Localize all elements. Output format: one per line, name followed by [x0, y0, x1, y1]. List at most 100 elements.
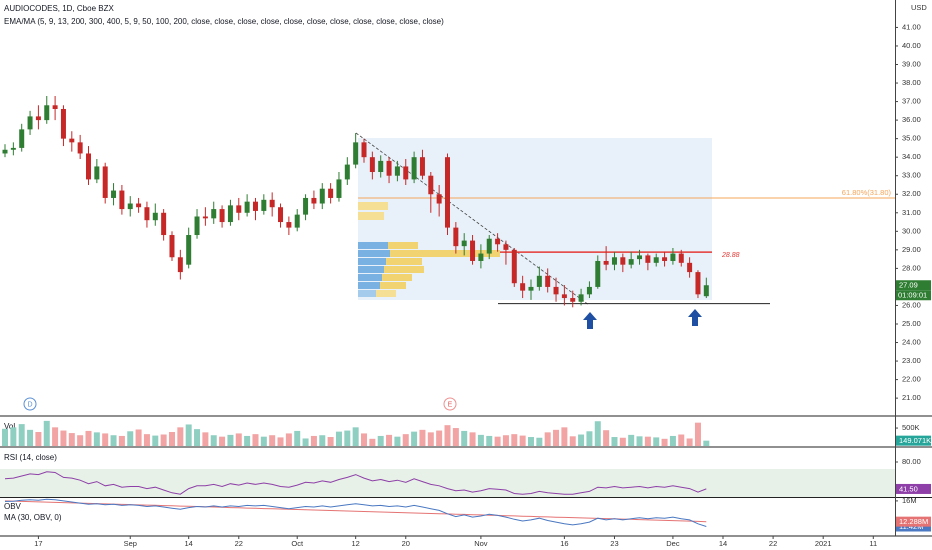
volume-bar — [85, 430, 92, 446]
profile-bar — [358, 274, 382, 281]
candle-body — [645, 255, 651, 263]
y-tick-label: 38.00 — [902, 78, 921, 87]
candle-body — [161, 212, 167, 236]
x-tick-label: 16 — [560, 539, 568, 548]
x-tick-label: 20 — [402, 539, 410, 548]
candle-body — [453, 227, 459, 247]
candle-body — [445, 157, 450, 228]
x-tick-label: 22 — [769, 539, 777, 548]
volume-bar — [210, 435, 217, 446]
volume-bar — [93, 432, 100, 446]
candle-body — [144, 207, 150, 221]
candle-body — [336, 179, 342, 198]
y-tick-label: 29.00 — [902, 245, 921, 254]
volume-bar — [628, 434, 635, 446]
candle-body — [127, 203, 133, 210]
candle-body — [219, 209, 225, 223]
candle-body — [436, 194, 442, 204]
volume-bar — [319, 435, 326, 446]
y-tick-label: 22.00 — [902, 375, 921, 384]
volume-bar — [127, 431, 134, 446]
price-label-box — [896, 435, 931, 446]
x-tick-label: Nov — [474, 539, 488, 548]
volume-bar — [110, 435, 117, 446]
candle-body — [570, 298, 576, 302]
event-marker[interactable] — [23, 397, 37, 411]
candle-body — [603, 260, 609, 265]
volume-bar — [335, 431, 342, 446]
profile-bar — [358, 250, 390, 257]
candle-body — [227, 205, 233, 223]
volume-bar — [43, 420, 50, 446]
candle-body — [169, 235, 175, 258]
volume-bar — [35, 432, 42, 446]
candle-body — [27, 116, 33, 130]
obv-ma-legend: MA (30, OBV, 0) — [4, 513, 62, 522]
y-tick-label: 26.00 — [902, 300, 921, 309]
volume-bar — [118, 435, 125, 446]
y-tick-label: 31.00 — [902, 208, 921, 217]
y-tick-label: 28.00 — [902, 263, 921, 272]
volume-bar — [294, 430, 301, 446]
x-tick-label: Oct — [291, 539, 304, 548]
volume-bar — [469, 432, 476, 446]
volume-bar — [302, 438, 309, 446]
candle-body — [102, 166, 108, 198]
volume-bar — [177, 427, 184, 446]
volume-bar — [486, 435, 493, 446]
profile-bar — [384, 266, 424, 273]
volume-bar — [160, 434, 167, 446]
candle-body — [35, 116, 41, 121]
candle-body — [353, 142, 359, 165]
candle-body — [411, 157, 417, 180]
y-tick-label: 25.00 — [902, 319, 921, 328]
candle-body — [119, 190, 125, 210]
candle-body — [261, 199, 267, 211]
volume-bar — [18, 424, 25, 446]
event-marker[interactable] — [443, 397, 457, 411]
x-tick-label: 22 — [235, 539, 243, 548]
volume-bar — [544, 432, 551, 446]
candle-body — [478, 253, 484, 261]
candle-body — [344, 164, 350, 180]
volume-bar — [536, 437, 543, 446]
candle-body — [470, 240, 476, 261]
y-tick-label: 23.00 — [902, 356, 921, 365]
event-label: E — [448, 401, 453, 408]
candle-body — [553, 286, 559, 295]
volume-bar — [327, 437, 334, 446]
volume-bar — [219, 436, 226, 446]
candle-body — [545, 275, 551, 287]
volume-bar — [619, 437, 626, 446]
candle-body — [528, 286, 534, 291]
candle-body — [511, 249, 517, 284]
volume-bar — [10, 427, 17, 446]
volume-bar — [477, 434, 484, 446]
price-label-box — [896, 483, 931, 494]
indicator-legend: EMA/MA (5, 9, 13, 200, 300, 400, 5, 9, 5… — [4, 17, 444, 26]
volume-bar — [586, 431, 593, 446]
y-tick-label: 30.00 — [902, 226, 921, 235]
up-arrow — [583, 312, 597, 329]
x-tick-label: 14 — [719, 539, 727, 548]
x-tick-label: 2021 — [815, 539, 832, 548]
profile-bar — [376, 290, 396, 297]
volume-bar — [427, 432, 434, 446]
candle-body — [244, 201, 250, 213]
candle-body — [202, 216, 208, 219]
volume-bar — [369, 438, 376, 446]
candle-body — [19, 129, 25, 148]
y-tick-label: 33.00 — [902, 171, 921, 180]
x-tick-label: 17 — [34, 539, 42, 548]
y-tick-label: 34.00 — [902, 152, 921, 161]
candle-body — [311, 197, 317, 204]
volume-bar — [143, 434, 150, 446]
candle-body — [670, 253, 676, 261]
candle-body — [236, 205, 242, 213]
price-label: 27.09 — [899, 281, 918, 290]
volume-bar — [244, 435, 251, 446]
volume-bar — [444, 425, 451, 446]
candle-body — [703, 285, 709, 297]
indicator-line — [4, 498, 707, 527]
chart-title: AUDIOCODES, 1D, Cboe BZX — [4, 4, 114, 13]
